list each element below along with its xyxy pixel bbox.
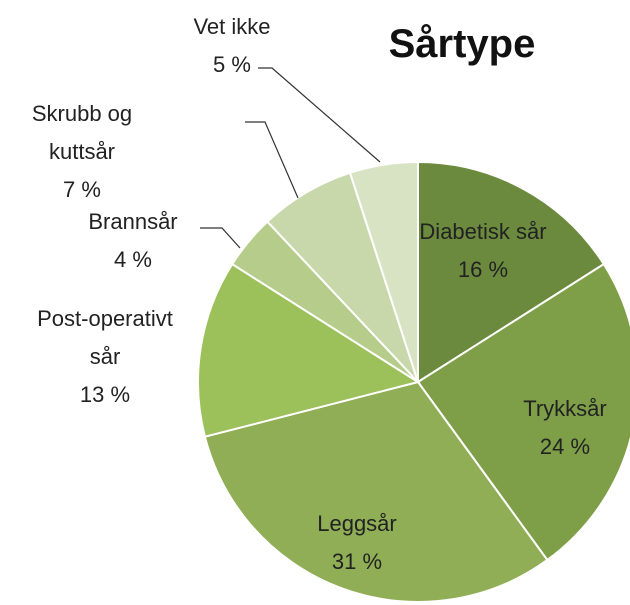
- leader-line: [245, 121, 299, 199]
- value-label: 7 %: [63, 177, 101, 202]
- pie-slice: [416, 262, 630, 562]
- value-label: 31 %: [331, 549, 383, 574]
- slice-label: Skrubb og kuttsår 7 %: [7, 95, 157, 209]
- pie-slice: [203, 380, 549, 603]
- category-label: Trykksår: [523, 396, 607, 421]
- pie-slice: [197, 262, 421, 438]
- pie-slice: [417, 160, 606, 384]
- value-label: 5 %: [213, 52, 251, 77]
- value-label: 13 %: [79, 382, 131, 407]
- category-label: Vet ikke: [193, 14, 271, 39]
- category-label: Diabetisk sår: [419, 219, 547, 244]
- value-label: 16 %: [457, 257, 509, 282]
- leader-line: [258, 67, 381, 163]
- category-label: Skrubb og kuttsår: [31, 101, 133, 164]
- value-label: 24 %: [539, 434, 591, 459]
- category-label: Leggsår: [317, 511, 397, 536]
- category-label: Post-operativt sår: [37, 306, 173, 369]
- category-label: Brannsår: [88, 209, 178, 234]
- leader-line: [200, 227, 241, 249]
- slice-label: Vet ikke 5 %: [162, 8, 302, 84]
- slice-label: Leggsår 31 %: [287, 505, 427, 581]
- slice-label: Post-operativt sår 13 %: [20, 300, 190, 414]
- chart-title: Sårtype: [388, 22, 536, 66]
- value-label: 4 %: [114, 247, 152, 272]
- slices: [197, 160, 630, 603]
- pie-slice: [348, 160, 419, 383]
- slice-label: Brannsår 4 %: [63, 203, 203, 279]
- slice-label: Trykksår 24 %: [505, 390, 625, 466]
- slice-label: Diabetisk sår 16 %: [418, 213, 548, 289]
